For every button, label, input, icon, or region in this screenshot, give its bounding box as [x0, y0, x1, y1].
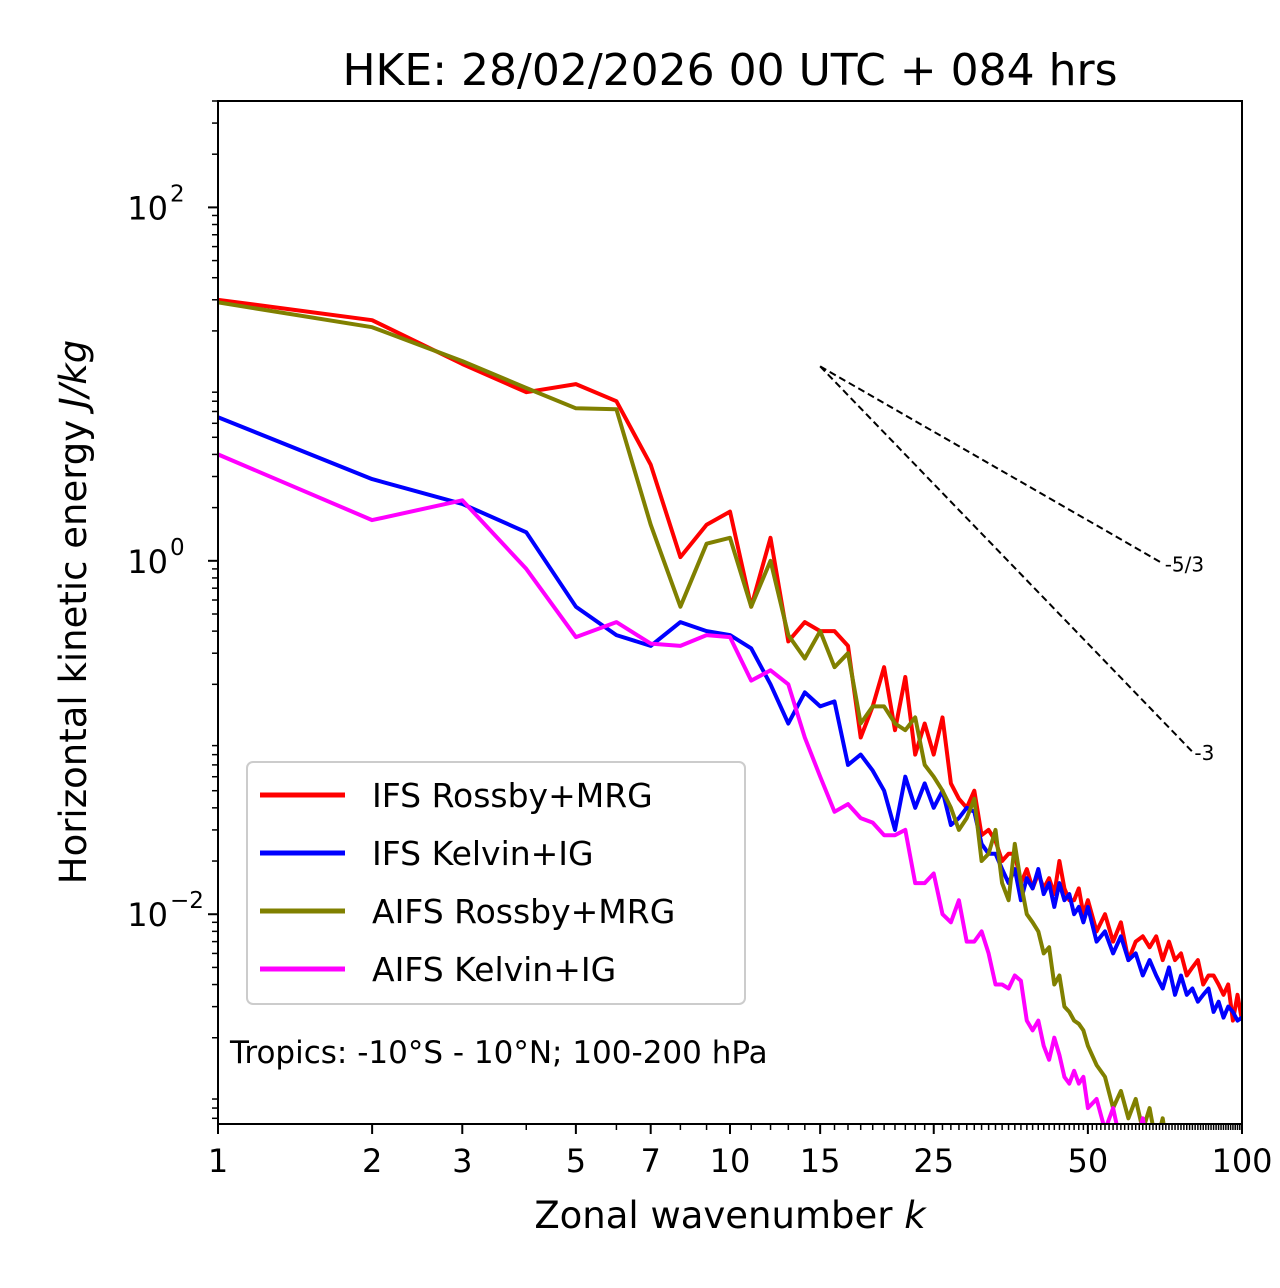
legend: IFS Rossby+MRG IFS Kelvin+IG AIFS Rossby+M…: [246, 761, 746, 1005]
y-tick-label: 10: [127, 543, 168, 581]
x-tick-label: 50: [1068, 1142, 1109, 1180]
series-line-1: [218, 297, 1242, 1023]
y-tick-exponent: −2: [170, 888, 204, 914]
y-axis-label-unit: J/kg: [52, 340, 95, 415]
chart-title: HKE: 28/02/2026 00 UTC + 084 hrs: [342, 45, 1117, 96]
x-tick-label: 3: [452, 1142, 472, 1180]
x-axis-label-symbol: k: [904, 1194, 927, 1237]
series-layer: [218, 297, 1242, 1124]
x-tick-label: 1: [208, 1142, 228, 1180]
x-tick-label: 5: [566, 1142, 586, 1180]
series-line-2: [218, 415, 1242, 1023]
reference-slopes: -5/3 -3: [819, 365, 1214, 765]
y-axis-label-text: Horizontal kinetic energy: [52, 408, 95, 884]
x-axis-label-text: Zonal wavenumber: [534, 1194, 904, 1237]
slope-label-1: -5/3: [1165, 552, 1204, 576]
series-line-4: [218, 452, 1146, 1124]
x-tick-label: 15: [800, 1142, 841, 1180]
y-tick-label: 10: [127, 896, 168, 934]
y-tick-exponent: 0: [170, 535, 185, 561]
series-line-3: [218, 300, 1166, 1124]
x-tick-label: 25: [913, 1142, 954, 1180]
x-tick-label: 7: [641, 1142, 661, 1180]
x-tick-label: 2: [362, 1142, 382, 1180]
y-tick-label: 10: [127, 189, 168, 227]
legend-items: IFS Rossby+MRG IFS Kelvin+IG AIFS Rossby+M…: [260, 776, 675, 989]
legend-label-4: AIFS Kelvin+IG: [372, 950, 616, 989]
region-annotation: Tropics: -10°S - 10°N; 100-200 hPa: [229, 1035, 768, 1071]
y-tick-exponent: 2: [170, 181, 185, 207]
legend-label-3: AIFS Rossby+MRG: [372, 892, 675, 931]
x-tick-label: 10: [710, 1142, 751, 1180]
slope-line-2: [819, 365, 1194, 753]
legend-label-1: IFS Rossby+MRG: [372, 776, 653, 815]
x-axis-label: Zonal wavenumber k: [534, 1194, 927, 1237]
slope-label-2: -3: [1194, 741, 1214, 765]
x-tick-label: 100: [1211, 1142, 1272, 1180]
y-axis-label: Horizontal kinetic energy J/kg: [52, 340, 95, 884]
x-axis-ticks: 1 2 3 5 7 10 15 25 50 100: [208, 1124, 1273, 1180]
legend-box: [246, 761, 746, 1005]
legend-label-2: IFS Kelvin+IG: [372, 834, 594, 873]
